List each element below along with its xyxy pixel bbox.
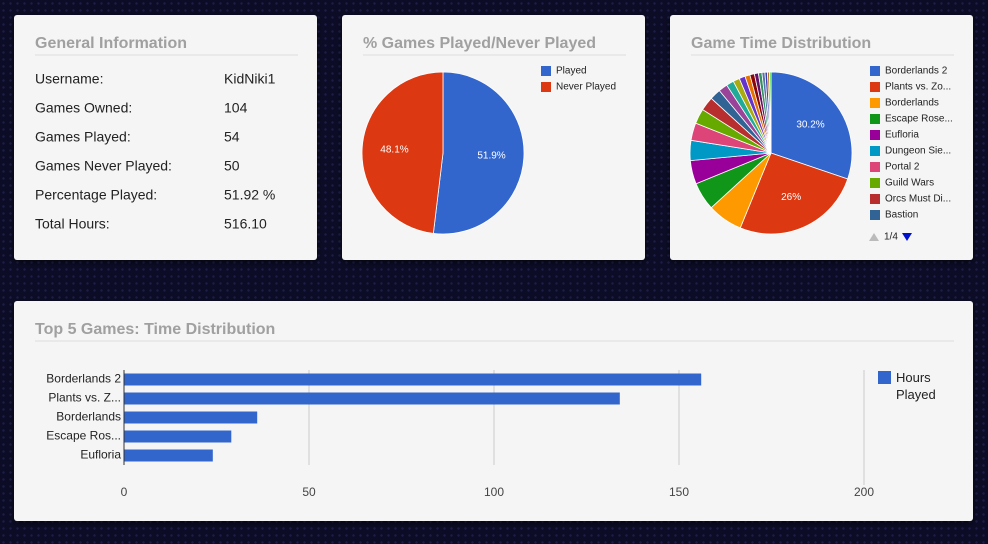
slice-label: 26%	[781, 192, 801, 203]
legend-label: Never Played	[556, 82, 616, 93]
legend-swatch	[870, 210, 880, 220]
info-label: Games Never Played:	[35, 158, 172, 174]
panel	[14, 15, 317, 260]
pie-slice	[769, 71, 772, 154]
legend-label: Guild Wars	[885, 178, 934, 189]
bar	[124, 430, 232, 443]
x-tick-label: 0	[121, 485, 128, 499]
panel-title: Game Time Distribution	[691, 35, 871, 52]
legend-swatch	[870, 194, 880, 204]
legend-label: Bastion	[885, 210, 918, 221]
legend-label: Borderlands	[885, 98, 939, 109]
bar	[124, 373, 702, 386]
info-value: 51.92 %	[224, 187, 275, 203]
pager-text: 1/4	[884, 232, 898, 243]
info-value: 54	[224, 129, 240, 145]
legend-swatch	[541, 66, 551, 76]
slice-label: 30.2%	[796, 119, 824, 130]
legend-swatch	[870, 98, 880, 108]
info-value: 50	[224, 158, 240, 174]
y-tick-label: Borderlands 2	[46, 372, 121, 386]
pager-next[interactable]	[902, 233, 912, 241]
info-value: 104	[224, 100, 248, 116]
legend-swatch	[870, 162, 880, 172]
legend-swatch	[870, 82, 880, 92]
legend-swatch	[870, 66, 880, 76]
legend-label: Eufloria	[885, 130, 919, 141]
legend-swatch	[870, 146, 880, 156]
info-label: Percentage Played:	[35, 187, 157, 203]
legend-label: Dungeon Sie...	[885, 146, 951, 157]
slice-label: 48.1%	[380, 145, 408, 156]
pager-prev[interactable]	[869, 233, 879, 241]
x-tick-label: 150	[669, 485, 689, 499]
info-value: KidNiki1	[224, 71, 276, 87]
panel-title: Top 5 Games: Time Distribution	[35, 321, 275, 338]
panel-title: % Games Played/Never Played	[363, 35, 596, 52]
legend-label: Escape Rose...	[885, 114, 953, 125]
legend-swatch	[870, 130, 880, 140]
legend-label: Borderlands 2	[885, 66, 948, 77]
legend-label: Plants vs. Zo...	[885, 82, 951, 93]
legend-label: Played	[556, 66, 587, 77]
info-label: Username:	[35, 71, 103, 87]
y-tick-label: Borderlands	[56, 410, 121, 424]
panel-title: General Information	[35, 35, 187, 52]
y-tick-label: Eufloria	[80, 448, 121, 462]
y-tick-label: Plants vs. Z...	[48, 391, 121, 405]
bar	[124, 411, 258, 424]
bar	[124, 392, 620, 405]
bar	[124, 449, 213, 462]
info-value: 516.10	[224, 216, 267, 232]
pie-slice	[432, 71, 525, 235]
x-tick-label: 50	[302, 485, 316, 499]
info-label: Games Played:	[35, 129, 131, 145]
y-tick-label: Escape Ros...	[46, 429, 121, 443]
legend-swatch	[870, 114, 880, 124]
legend-label: Orcs Must Di...	[885, 194, 951, 205]
legend-swatch	[870, 178, 880, 188]
legend-swatch	[878, 371, 891, 384]
x-tick-label: 100	[484, 485, 504, 499]
x-tick-label: 200	[854, 485, 874, 499]
slice-label: 51.9%	[477, 151, 505, 162]
legend-swatch	[541, 82, 551, 92]
pie-slice	[770, 71, 853, 180]
pie-slice	[739, 152, 849, 235]
legend-label: Portal 2	[885, 162, 920, 173]
info-label: Games Owned:	[35, 100, 132, 116]
legend-label: Hours Played	[896, 370, 936, 402]
pie-slice	[361, 71, 444, 234]
info-label: Total Hours:	[35, 216, 110, 232]
